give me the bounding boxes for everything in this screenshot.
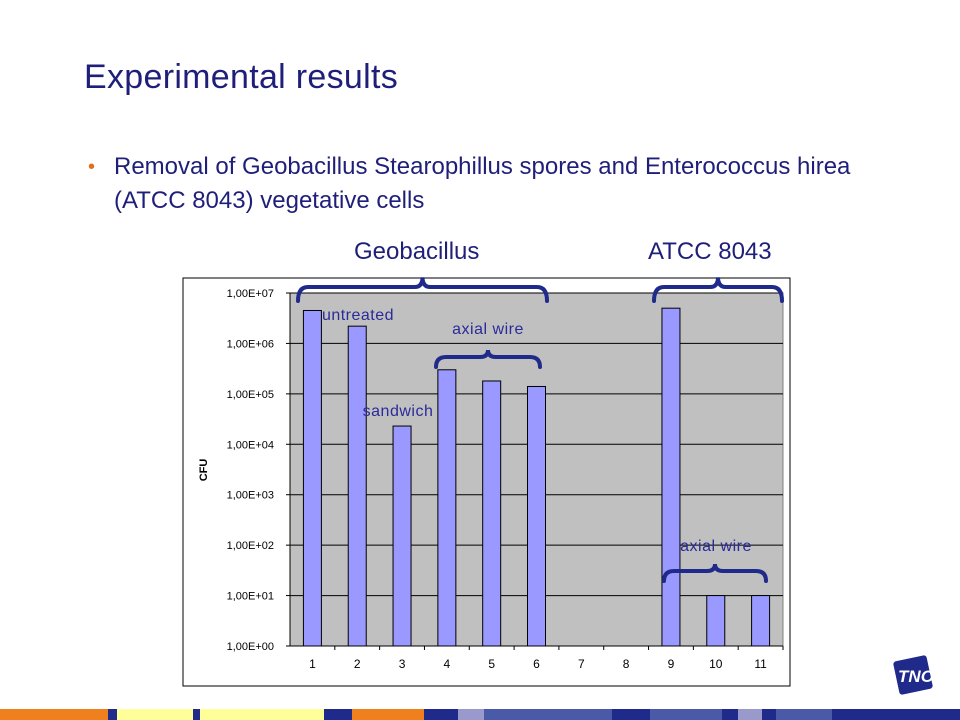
y-axis-label: CFU: [198, 459, 210, 482]
x-tick-label: 5: [488, 657, 495, 671]
x-tick-label: 10: [709, 657, 723, 671]
brace-axial-wire-geobacillus: [434, 349, 542, 369]
bullet-item: • Removal of Geobacillus Stearophillus s…: [88, 150, 888, 218]
x-tick-label: 6: [533, 657, 540, 671]
y-tick-label: 1,00E+02: [227, 540, 274, 552]
tno-logo: TNO: [893, 655, 934, 695]
group-label-atcc: ATCC 8043: [648, 238, 772, 265]
annotation-label: untreated: [322, 307, 394, 324]
annotation-label: sandwich: [363, 403, 434, 420]
y-tick-label: 1,00E+04: [227, 439, 274, 451]
x-tick-label: 3: [399, 657, 406, 671]
logo-text: TNO: [898, 667, 934, 686]
x-tick-label: 4: [444, 657, 451, 671]
x-tick-label: 2: [354, 657, 361, 671]
y-tick-label: 1,00E+00: [227, 641, 274, 653]
annotation-label: axial wire: [452, 321, 524, 338]
brace-atcc: [652, 277, 784, 303]
bar-3: [392, 425, 412, 647]
bar-1: [302, 309, 322, 647]
bar-11: [751, 595, 771, 647]
annotation-label: axial wire: [680, 538, 752, 555]
x-tick-label: 11: [754, 657, 767, 671]
group-label-geobacillus: Geobacillus: [354, 238, 480, 265]
bullet-dot-icon: •: [88, 156, 96, 178]
x-tick-label: 7: [578, 657, 585, 671]
y-tick-label: 1,00E+01: [227, 591, 274, 603]
bar-5: [482, 380, 502, 647]
brace-geobacillus: [296, 277, 549, 303]
bullet-text: Removal of Geobacillus Stearophillus spo…: [114, 153, 851, 214]
bar-4: [437, 369, 457, 647]
y-tick-label: 1,00E+03: [227, 490, 274, 502]
slide-title: Experimental results: [84, 58, 399, 96]
y-tick-label: 1,00E+06: [227, 338, 274, 350]
bar-9: [661, 307, 681, 647]
bar-2: [347, 325, 367, 647]
y-tick-label: 1,00E+05: [227, 389, 274, 401]
x-tick-label: 8: [623, 657, 630, 671]
footer-color-strip: [0, 709, 960, 720]
bar-6: [527, 385, 546, 647]
y-tick-label: 1,00E+07: [227, 288, 274, 300]
x-tick-label: 1: [309, 657, 316, 671]
brace-axial-wire-atcc: [662, 563, 768, 583]
x-tick-label: 9: [668, 657, 675, 671]
bar-10: [706, 595, 726, 647]
